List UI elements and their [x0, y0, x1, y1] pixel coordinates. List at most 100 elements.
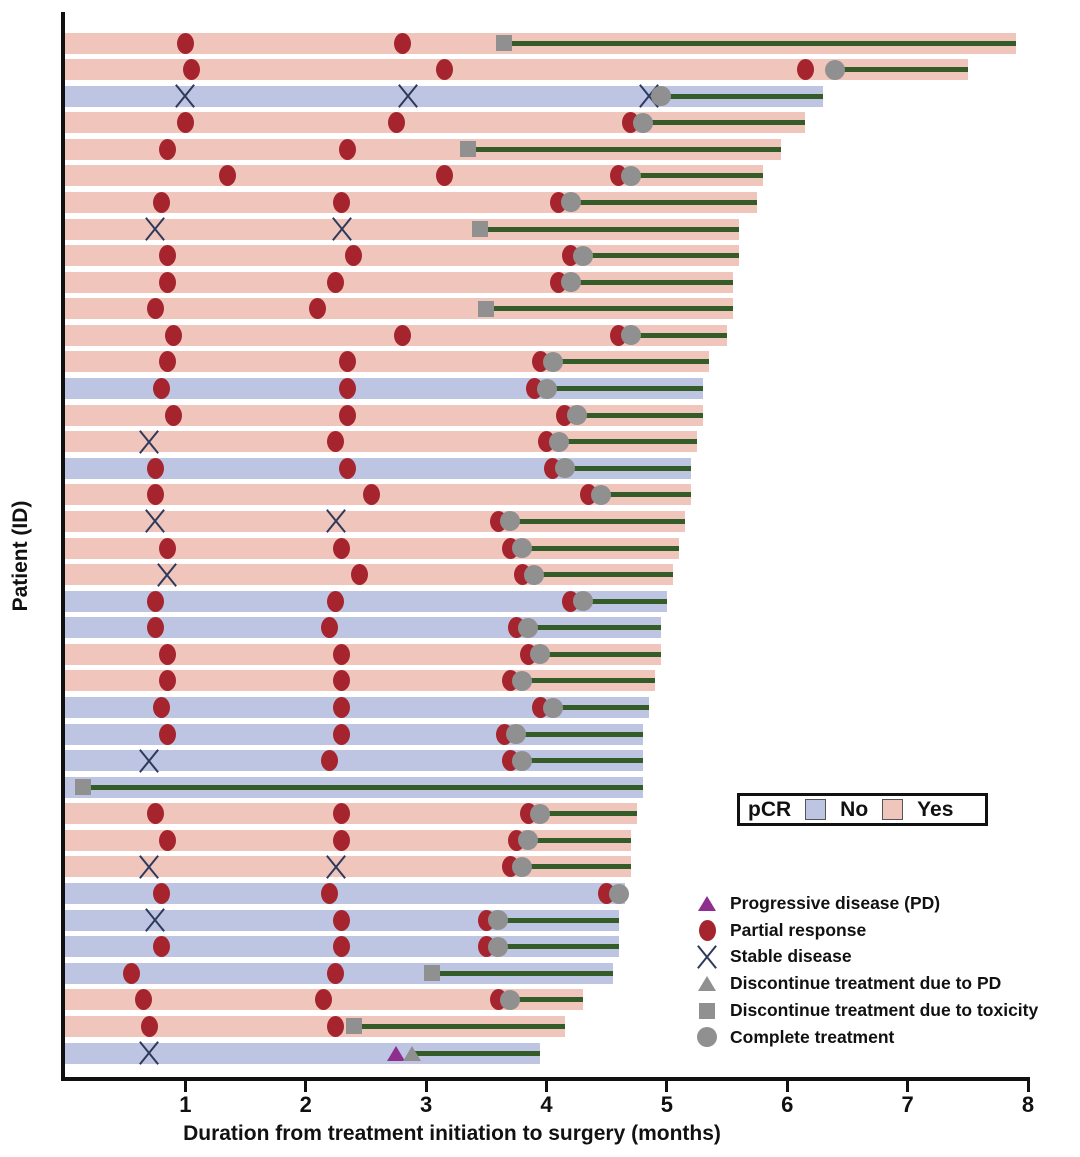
x-tick — [545, 1081, 548, 1092]
post-treatment-line — [504, 40, 1016, 46]
partial-response-marker — [333, 936, 351, 958]
patient-bar — [65, 1042, 541, 1064]
partial-response-marker — [333, 670, 351, 692]
complete-treatment-marker — [560, 272, 581, 293]
pcr-yes-swatch-icon — [882, 799, 904, 820]
y-axis-line — [61, 12, 65, 1081]
partial-response-marker — [333, 191, 351, 213]
legend-item-discontinue-pd: Discontinue treatment due to PD — [694, 970, 1038, 997]
patient-bar — [65, 298, 734, 320]
partial-response-marker — [176, 112, 194, 134]
partial-response-marker — [339, 138, 357, 160]
partial-response-marker — [152, 697, 170, 718]
x-tick — [906, 1081, 910, 1092]
partial-response-marker — [796, 59, 814, 81]
complete-treatment-marker — [542, 697, 563, 718]
partial-response-marker — [387, 112, 405, 134]
stable-disease-marker — [140, 430, 159, 453]
partial-response-marker — [152, 883, 170, 905]
post-treatment-line — [432, 970, 613, 976]
partial-response-marker — [327, 962, 345, 984]
x-tick — [665, 1081, 669, 1092]
stable-disease-marker — [140, 1042, 159, 1065]
post-treatment-line — [528, 625, 661, 631]
toxicity-discontinue-marker — [424, 965, 441, 982]
patient-bar — [65, 59, 968, 81]
pcr-legend-title: pCR — [748, 797, 792, 821]
x-axis-line — [61, 1077, 1030, 1081]
partial-response-marker — [164, 324, 182, 346]
x-tick — [304, 1081, 308, 1092]
complete-treatment-marker — [650, 86, 671, 107]
complete-treatment-marker — [554, 458, 575, 479]
x-tick-label: 7 — [901, 1092, 914, 1117]
partial-response-marker — [339, 378, 357, 400]
partial-response-marker — [321, 617, 339, 639]
partial-response-marker — [333, 909, 351, 931]
partial-response-marker — [164, 404, 182, 426]
partial-response-marker — [158, 643, 176, 665]
post-treatment-line — [582, 253, 740, 259]
pcr-no-swatch-icon — [805, 799, 827, 820]
complete-treatment-marker — [572, 245, 593, 266]
stable-disease-x-icon — [698, 945, 717, 968]
patient-bar — [65, 218, 740, 240]
complete-treatment-marker — [548, 431, 569, 452]
partial-response-marker — [158, 670, 176, 692]
post-treatment-line — [835, 67, 968, 73]
patient-bar — [65, 643, 661, 665]
post-treatment-line — [522, 758, 643, 764]
post-treatment-line — [660, 93, 824, 99]
post-treatment-line — [576, 412, 703, 418]
partial-response-marker — [182, 59, 200, 81]
partial-response-marker — [339, 404, 357, 426]
complete-treatment-marker — [512, 856, 533, 877]
marker-legend: Progressive disease (PD) Partial respons… — [694, 890, 1038, 1051]
stable-disease-marker — [140, 855, 159, 878]
post-treatment-line — [630, 173, 764, 179]
partial-response-marker — [351, 564, 369, 586]
partial-response-marker — [158, 271, 176, 293]
partial-response-marker — [393, 32, 411, 54]
complete-treatment-marker — [500, 511, 521, 532]
patient-bar — [65, 803, 637, 825]
post-treatment-line — [552, 359, 709, 365]
post-treatment-line — [480, 226, 740, 232]
partial-response-marker — [146, 484, 164, 506]
complete-treatment-marker — [572, 591, 593, 612]
patient-bar — [65, 165, 764, 187]
partial-response-marker — [176, 32, 194, 54]
discontinue-toxicity-square-icon — [699, 1002, 715, 1019]
legend-label: Progressive disease (PD) — [730, 892, 941, 913]
toxicity-discontinue-marker — [460, 141, 477, 158]
complete-treatment-marker — [488, 910, 509, 931]
partial-response-marker — [146, 617, 164, 639]
stable-disease-marker — [332, 218, 351, 241]
partial-response-marker — [333, 723, 351, 745]
post-treatment-line — [486, 306, 734, 312]
stable-disease-marker — [326, 510, 345, 533]
partial-response-marker — [140, 1015, 158, 1037]
post-treatment-line — [83, 784, 643, 790]
post-treatment-line — [582, 598, 667, 604]
post-treatment-line — [528, 837, 631, 843]
patient-bar — [65, 404, 703, 426]
partial-response-marker — [158, 351, 176, 373]
partial-response-marker — [122, 962, 140, 984]
x-tick-label: 2 — [299, 1092, 312, 1117]
pcr-legend: pCR No Yes — [737, 793, 988, 826]
legend-label: Discontinue treatment due to toxicity — [730, 1000, 1039, 1021]
patient-bar — [65, 138, 782, 160]
complete-treatment-marker — [632, 112, 653, 133]
post-treatment-line — [540, 651, 661, 657]
partial-response-marker — [146, 590, 164, 612]
patient-bar — [65, 510, 685, 532]
post-treatment-line — [522, 545, 679, 551]
post-treatment-line — [516, 731, 643, 737]
partial-response-marker — [158, 245, 176, 267]
pcr-yes-label: Yes — [917, 797, 954, 821]
patient-bar — [65, 112, 806, 134]
partial-response-marker — [333, 643, 351, 665]
complete-treatment-marker — [518, 830, 539, 851]
